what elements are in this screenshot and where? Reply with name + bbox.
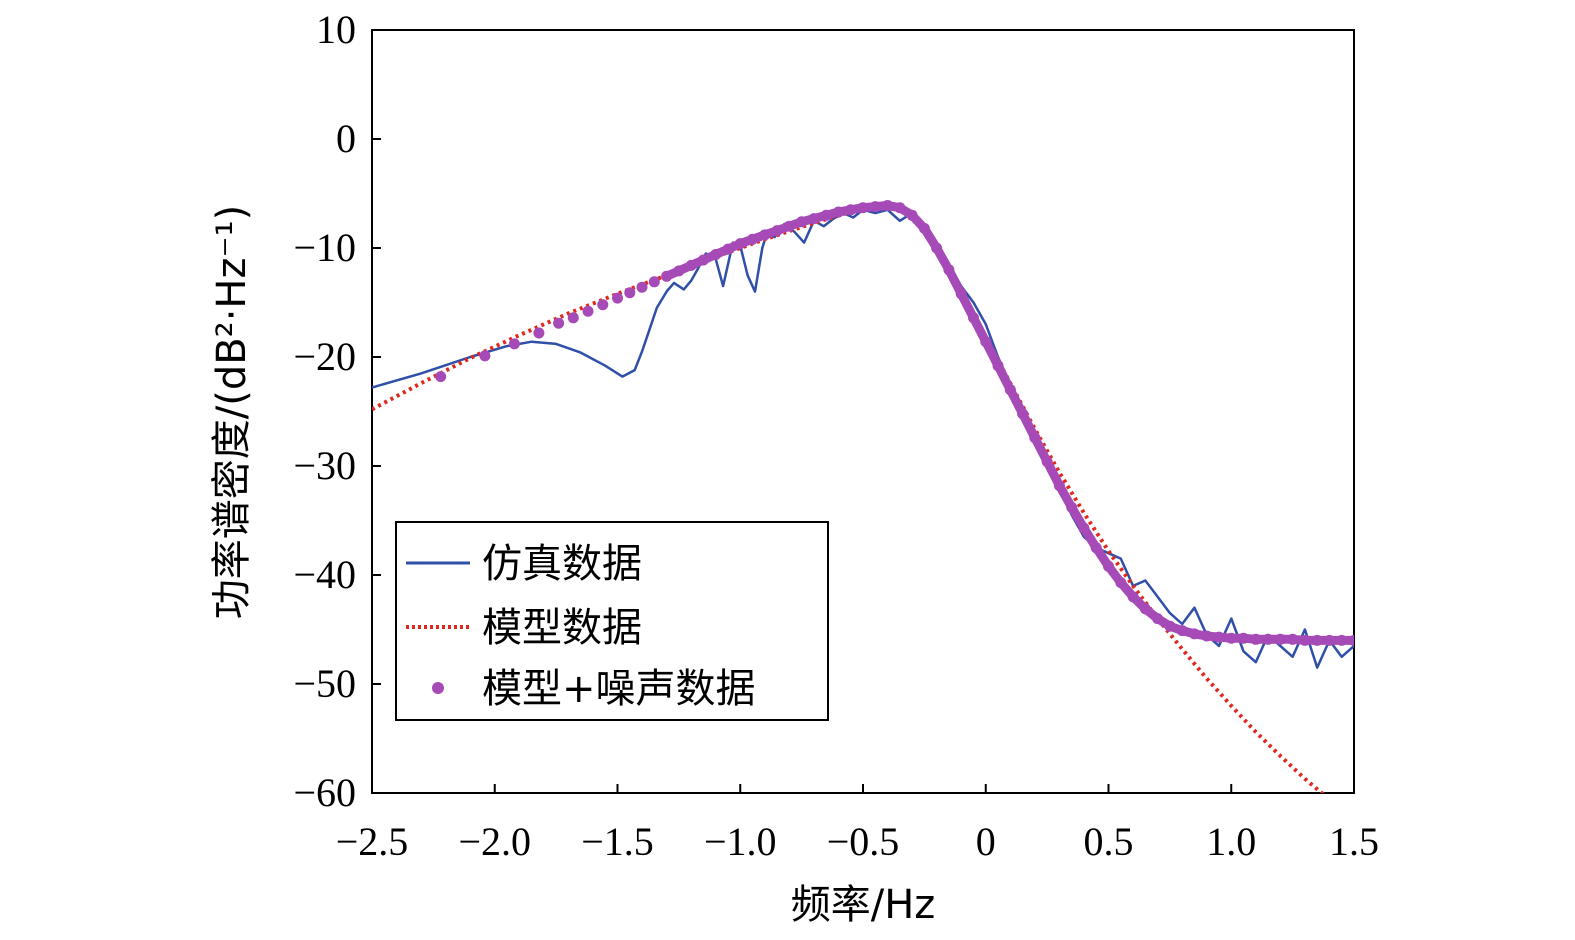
legend-label-model: 模型数据 xyxy=(482,605,642,651)
series-point-model-noise xyxy=(1311,634,1323,646)
series-point-model-noise xyxy=(553,317,565,329)
series-point-model-noise xyxy=(783,220,795,232)
x-tick-label: −0.5 xyxy=(827,819,900,864)
series-point-model-noise xyxy=(648,276,660,288)
legend-label-model-noise: 模型+噪声数据 xyxy=(482,666,756,712)
series-point-model-noise xyxy=(1225,632,1237,644)
series-point-model-noise xyxy=(759,229,771,241)
series-point-model-noise xyxy=(1336,634,1348,646)
series-point-model-noise xyxy=(685,259,697,271)
series-point-model-noise xyxy=(796,216,808,228)
y-tick-label: −40 xyxy=(293,552,356,597)
series-point-model-noise xyxy=(1004,384,1016,396)
x-tick-label: −2.0 xyxy=(458,819,531,864)
series-point-model-noise xyxy=(597,299,609,311)
series-point-model-noise xyxy=(1127,591,1139,603)
series-point-model-noise xyxy=(1041,456,1053,468)
series-point-model-noise xyxy=(943,264,955,276)
series-point-model-noise xyxy=(845,204,857,216)
x-tick-label: 1.5 xyxy=(1329,819,1379,864)
x-axis-label: 频率/Hz xyxy=(791,882,936,928)
y-tick-label: 0 xyxy=(336,116,356,161)
series-point-model-noise xyxy=(980,336,992,348)
series-point-model-noise xyxy=(661,270,673,282)
series-point-model-noise xyxy=(1017,408,1029,420)
series-point-model-noise xyxy=(1164,620,1176,632)
series-point-model-noise xyxy=(808,213,820,225)
series-point-model-noise xyxy=(435,371,447,383)
series-point-model-noise xyxy=(869,201,881,213)
legend-label-simulation: 仿真数据 xyxy=(482,541,642,587)
y-tick-label: −50 xyxy=(293,661,356,706)
y-axis-ticks: 10 0 −10 −20 −30 −40 −50 −60 xyxy=(293,7,381,815)
series-point-model-noise xyxy=(894,202,906,214)
series-point-model-noise xyxy=(508,338,520,350)
series-point-model-noise xyxy=(857,202,869,214)
x-tick-label: 0.5 xyxy=(1084,819,1134,864)
series-point-model-noise xyxy=(1078,522,1090,534)
y-tick-label: −10 xyxy=(293,225,356,270)
x-tick-label: 0 xyxy=(976,819,996,864)
y-tick-label: −30 xyxy=(293,443,356,488)
series-point-model-noise xyxy=(1115,577,1127,589)
series-point-model-noise xyxy=(771,225,783,237)
y-tick-label: −60 xyxy=(293,770,356,815)
y-axis-label: 功率谱密度/(dB²·Hz⁻¹) xyxy=(209,205,255,620)
series-point-model-noise xyxy=(1029,432,1041,444)
series-point-model-noise xyxy=(833,206,844,218)
series-layer xyxy=(372,200,1354,793)
series-point-model-noise xyxy=(533,327,545,339)
series-point-model-noise xyxy=(1188,628,1200,640)
series-point-model-noise xyxy=(992,360,1004,372)
series-point-model-noise xyxy=(734,238,746,250)
series-point-model-noise xyxy=(624,287,636,299)
series-point-model-noise xyxy=(1176,625,1188,637)
series-point-model-noise xyxy=(479,350,491,362)
series-point-model-noise xyxy=(906,209,918,221)
x-tick-label: −1.5 xyxy=(581,819,654,864)
series-point-model-noise xyxy=(1090,542,1102,554)
series-point-model-noise xyxy=(722,243,734,255)
series-point-model-noise xyxy=(747,233,758,245)
series-point-model-noise xyxy=(968,312,979,324)
series-point-model-noise xyxy=(567,312,579,324)
series-point-model-noise xyxy=(1274,633,1286,645)
series-point-model-noise xyxy=(955,288,967,300)
series-point-model-noise xyxy=(1139,603,1151,615)
legend-swatch-model-noise xyxy=(432,682,444,694)
series-point-model-noise xyxy=(820,209,832,221)
series-point-model-noise xyxy=(1053,480,1065,492)
series-point-model-noise xyxy=(1201,630,1213,642)
series-point-model-noise xyxy=(1250,633,1262,645)
x-tick-label: −1.0 xyxy=(704,819,777,864)
legend-box xyxy=(395,521,829,721)
series-point-model-noise xyxy=(882,200,894,211)
series-point-model-noise xyxy=(1262,633,1274,645)
series-point-model-noise xyxy=(1238,632,1249,644)
x-axis-ticks: −2.5 −2.0 −1.5 −1.0 −0.5 0 0.5 1.0 1.5 xyxy=(336,784,1379,864)
series-point-model-noise xyxy=(1348,634,1354,646)
series-point-model-noise xyxy=(918,222,930,234)
series-point-model-noise xyxy=(710,249,722,260)
series-point-model-noise xyxy=(636,281,648,293)
y-tick-label: −20 xyxy=(293,334,356,379)
series-point-model-noise xyxy=(1213,631,1225,643)
series-point-model-noise xyxy=(1103,560,1114,572)
series-point-model-noise xyxy=(697,254,709,266)
series-point-model-noise xyxy=(673,265,685,277)
series-point-model-noise xyxy=(1287,633,1299,645)
x-tick-label: −2.5 xyxy=(336,819,409,864)
series-point-model-noise xyxy=(612,292,623,304)
series-point-model-noise xyxy=(1323,634,1335,646)
legend: 仿真数据 模型数据 模型+噪声数据 xyxy=(395,521,829,721)
x-tick-label: 1.0 xyxy=(1206,819,1256,864)
y-tick-label: 10 xyxy=(316,7,356,52)
series-point-model-noise xyxy=(1066,501,1078,513)
series-point-model-noise xyxy=(931,242,943,254)
series-point-model-noise xyxy=(1299,634,1311,646)
series-point-model-noise xyxy=(582,305,594,317)
series-point-model-noise xyxy=(1152,613,1164,625)
